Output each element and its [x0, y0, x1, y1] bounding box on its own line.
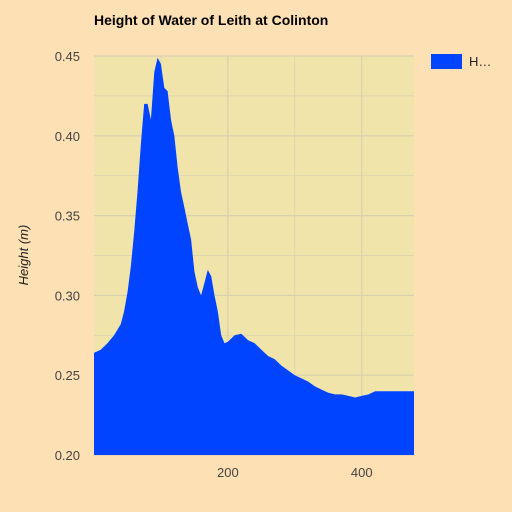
legend-swatch	[431, 54, 462, 69]
x-axis-ticks: 200 400	[217, 465, 373, 480]
y-tick-label: 0.45	[55, 49, 80, 64]
y-axis-title: Height (m)	[16, 225, 31, 286]
y-tick-label: 0.35	[55, 209, 80, 224]
x-tick-label: 400	[351, 465, 373, 480]
series-area	[94, 57, 414, 455]
chart-title: Height of Water of Leith at Colinton	[94, 12, 328, 28]
y-tick-label: 0.40	[55, 129, 80, 144]
legend-label: H…	[469, 54, 491, 69]
y-tick-label: 0.30	[55, 288, 80, 303]
x-tick-label: 200	[217, 465, 239, 480]
series-layer	[94, 57, 414, 455]
y-tick-label: 0.25	[55, 368, 80, 383]
legend[interactable]: H…	[431, 54, 491, 69]
y-tick-label: 0.20	[55, 448, 80, 463]
y-axis-ticks: 0.20 0.25 0.30 0.35 0.40 0.45	[55, 49, 80, 463]
